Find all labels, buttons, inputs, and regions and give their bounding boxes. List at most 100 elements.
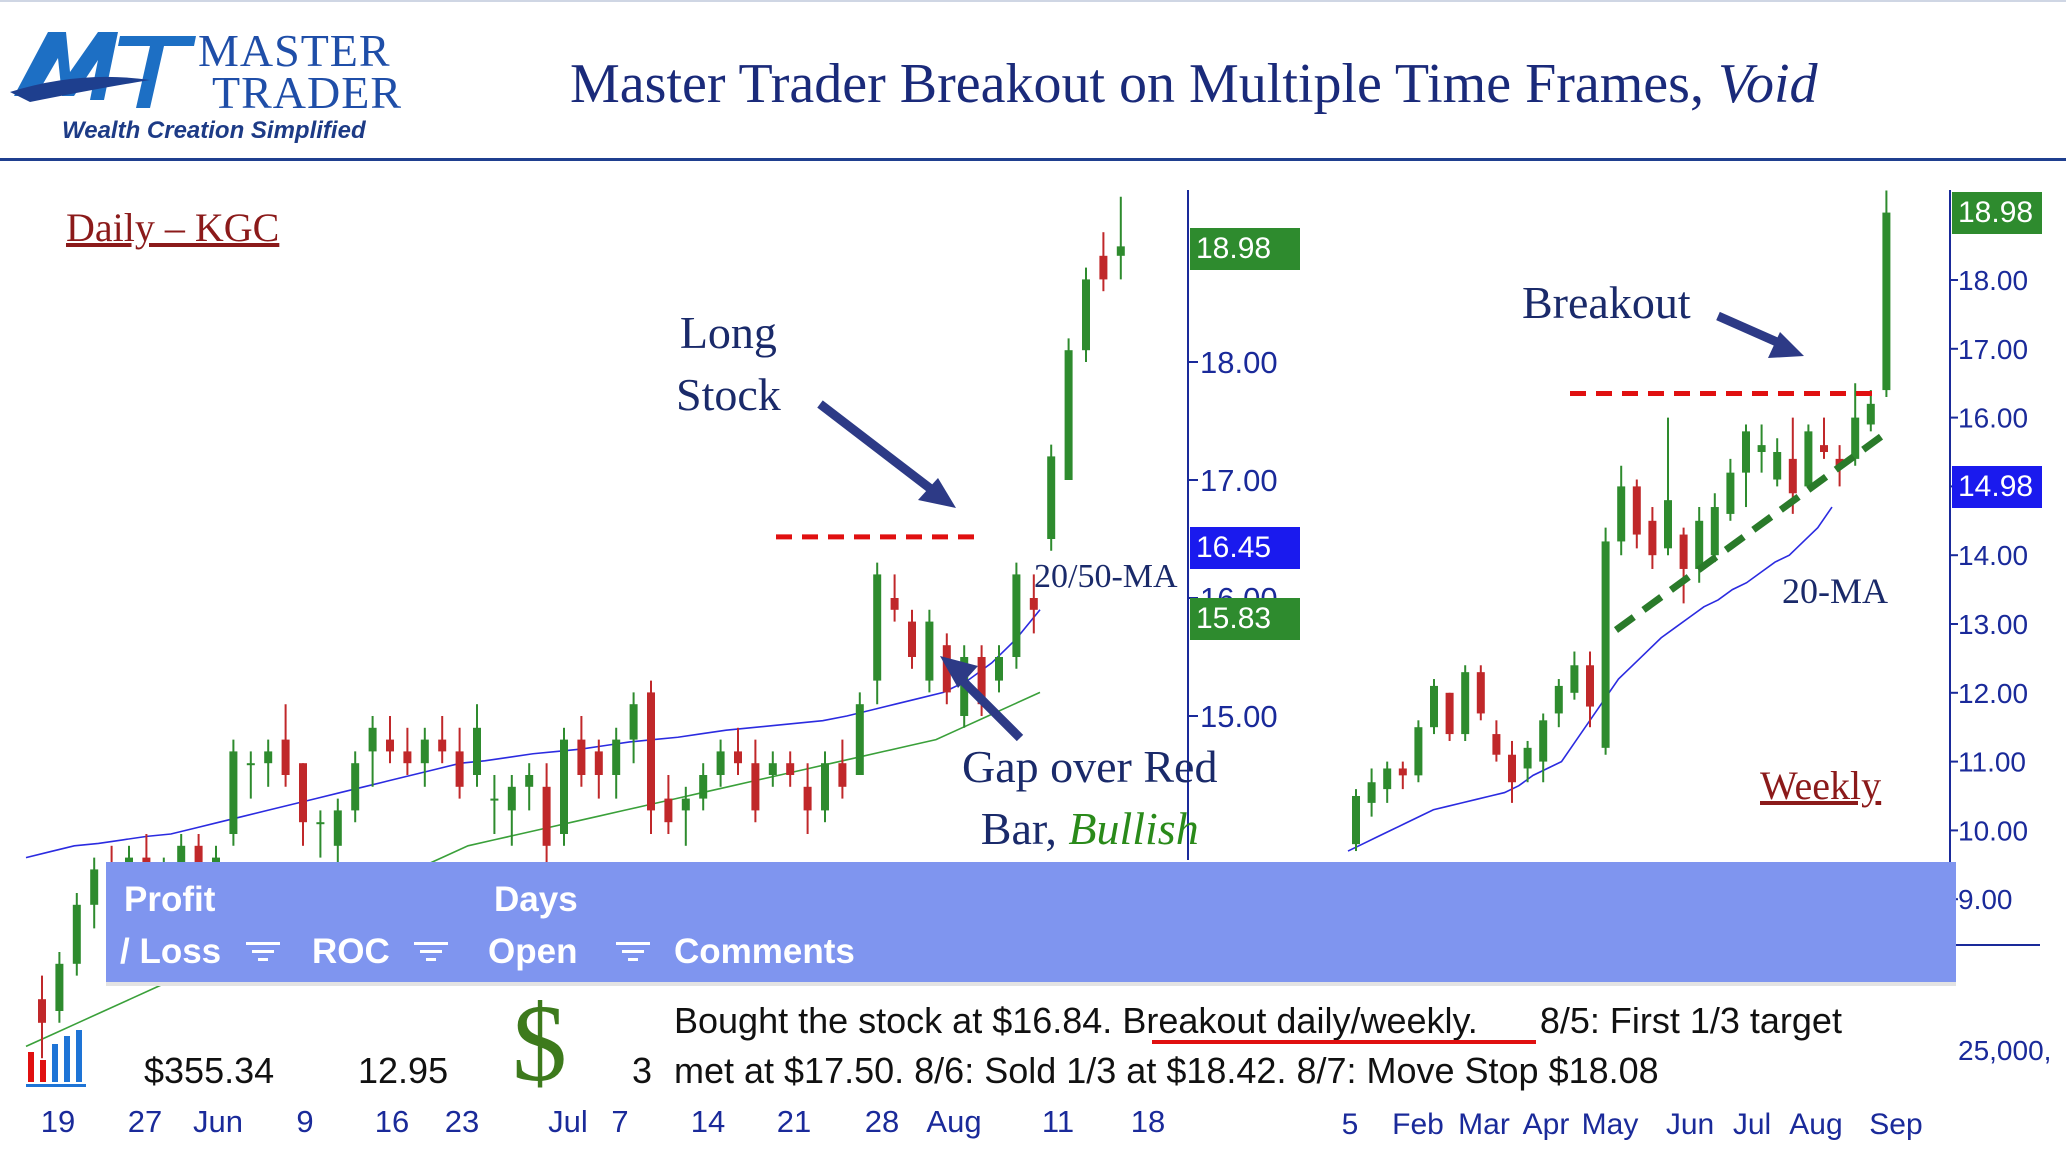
arrow-breakout: [1716, 311, 1804, 358]
daily-candle: [1116, 246, 1125, 256]
weekly-y-tick-label: 17.00: [1958, 334, 2028, 365]
daily-candle: [507, 786, 516, 811]
weekly-y-tick-label: 10.00: [1958, 815, 2028, 846]
annotation-long-stock: Long Stock: [676, 302, 781, 426]
daily-candle: [455, 751, 464, 787]
comment-part-c: 8/5: First 1/3 target: [1539, 1000, 1842, 1041]
daily-candle: [229, 751, 238, 834]
daily-candle: [490, 798, 499, 801]
daily-price-tag-last: 18.98: [1190, 228, 1300, 270]
daily-candle: [838, 763, 847, 787]
bar-chart-icon: [26, 1030, 86, 1087]
daily-candle: [386, 739, 394, 752]
logo-tagline: Wealth Creation Simplified: [62, 117, 366, 144]
daily-candle: [1012, 574, 1021, 657]
filter-icon[interactable]: [246, 942, 280, 964]
annotation-20ma: 20-MA: [1782, 571, 1888, 611]
header-comments: Comments: [674, 932, 855, 971]
weekly-candle: [1695, 520, 1704, 569]
annotation-gap-line2: Bar, Bullish: [962, 798, 1217, 860]
daily-candle: [734, 751, 742, 764]
weekly-candle: [1757, 445, 1766, 452]
arrow-gap: [940, 656, 1024, 742]
filter-icon[interactable]: [616, 942, 650, 964]
weekly-candle: [1539, 720, 1548, 762]
daily-chart-label: Daily – KGC: [66, 205, 280, 250]
title-main: Master Trader Breakout on Multiple Time …: [570, 53, 1718, 115]
daily-candle: [55, 963, 64, 1011]
weekly-candle: [1554, 685, 1563, 714]
weekly-price-tag-ma: 14.98: [1952, 466, 2042, 508]
annotation-gap: Gap over Red Bar, Bullish: [962, 736, 1217, 860]
daily-candle: [925, 621, 934, 681]
daily-candle: [908, 621, 916, 657]
daily-candle: [664, 798, 673, 823]
daily-candle: [873, 574, 882, 681]
daily-candle: [368, 727, 377, 752]
daily-candle: [1064, 350, 1073, 480]
daily-candle: [977, 657, 986, 705]
daily-candle: [1082, 279, 1090, 351]
daily-candle: [177, 845, 186, 870]
logo-master-text: MASTER: [198, 25, 391, 76]
weekly-candle: [1492, 734, 1501, 755]
daily-candle: [525, 775, 534, 787]
annotation-gap-line1: Gap over Red: [962, 741, 1218, 792]
daily-y-tick-label: 15.00: [1200, 699, 1278, 734]
logo-trader-text: TRADER: [212, 67, 402, 118]
annotation-gap-line2a: Bar,: [980, 803, 1069, 854]
weekly-y-tick-label: 9.00: [1958, 884, 2013, 915]
weekly-candle: [1570, 665, 1579, 693]
weekly-candle: [1383, 768, 1392, 790]
daily-candle: [612, 739, 621, 775]
filter-icon[interactable]: [414, 942, 448, 964]
weekly-y-tick-label: 14.00: [1958, 540, 2028, 571]
title-italic: Void: [1717, 53, 1818, 115]
dollar-icon: $: [512, 982, 567, 1104]
weekly-candle: [1445, 692, 1454, 735]
daily-y-tick-label: 18.00: [1200, 345, 1278, 380]
annotation-breakout: Breakout: [1522, 277, 1691, 328]
weekly-chart-label: Weekly: [1760, 763, 1882, 808]
weekly-chart: [1347, 190, 1891, 852]
daily-candle: [629, 704, 638, 740]
daily-candle: [890, 598, 899, 610]
daily-candle: [699, 775, 708, 799]
row-roc: 12.95: [358, 1050, 449, 1091]
comment-breakout: Breakout daily/weekly.: [1122, 1000, 1478, 1041]
daily-candle: [751, 763, 760, 811]
weekly-candle: [1632, 486, 1641, 535]
daily-candle: [420, 739, 429, 764]
weekly-y-axis-ticks: 9.0010.0011.0012.0013.0014.0015.0016.001…: [1950, 265, 2028, 915]
daily-candle: [38, 999, 46, 1023]
daily-candle: [821, 763, 829, 811]
header-days-line1: Days: [494, 880, 578, 919]
weekly-y-tick-label: 12.00: [1958, 678, 2028, 709]
daily-candle: [1099, 255, 1108, 280]
weekly-y-tick-label: 16.00: [1958, 403, 2028, 434]
annotation-long-line1: Long: [679, 307, 777, 358]
daily-candle: [803, 786, 812, 811]
daily-candle: [194, 845, 203, 870]
trade-table-header: Profit / Loss ROC Days Open Comments: [106, 862, 1956, 982]
arrow-long-stock: [817, 400, 956, 508]
daily-y-tick-label: 17.00: [1200, 463, 1278, 498]
weekly-candle: [1882, 212, 1891, 391]
daily-candle: [281, 739, 290, 775]
weekly-candle: [1851, 417, 1860, 459]
daily-candle: [542, 786, 551, 846]
comment-part-a: Bought the stock at $16.84.: [674, 1000, 1123, 1041]
daily-candle: [246, 763, 255, 766]
daily-candle: [577, 739, 586, 775]
daily-candle: [316, 822, 325, 825]
weekly-y-tick-label: 13.00: [1958, 609, 2028, 640]
daily-candle: [560, 739, 568, 834]
annotation-gap-bullish: Bullish: [1068, 803, 1199, 854]
row-comment-line2: met at $17.50. 8/6: Sold 1/3 at $18.42. …: [674, 1050, 1659, 1091]
weekly-candle: [1461, 672, 1470, 735]
daily-candle: [716, 751, 725, 775]
daily-candle: [333, 810, 342, 846]
daily-price-tag-breakout: 16.45: [1190, 527, 1300, 569]
daily-price-tag-ma: 15.83: [1190, 598, 1300, 640]
